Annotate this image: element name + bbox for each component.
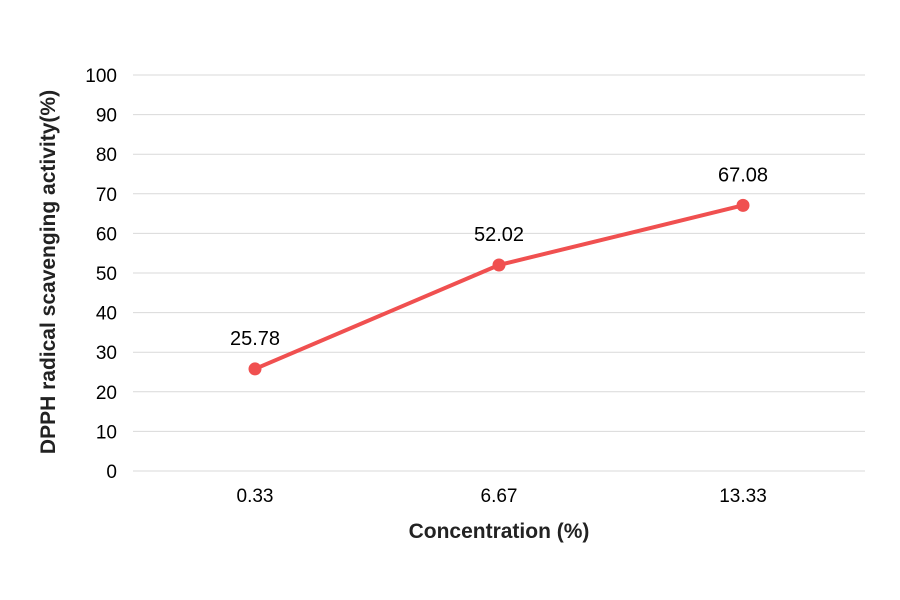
x-tick-label: 13.33 bbox=[719, 486, 767, 507]
gridlines bbox=[133, 74, 865, 472]
x-tick-label: 6.67 bbox=[481, 486, 518, 507]
y-tick-label: 70 bbox=[96, 185, 117, 206]
y-tick-label: 80 bbox=[96, 145, 117, 166]
y-axis-tick-labels: 0 10 20 30 40 50 60 70 80 90 100 bbox=[85, 66, 117, 483]
y-tick-label: 90 bbox=[96, 106, 117, 127]
data-label: 67.08 bbox=[718, 164, 768, 186]
data-point bbox=[736, 198, 750, 212]
data-label: 52.02 bbox=[474, 224, 524, 246]
y-tick-label: 50 bbox=[96, 264, 117, 285]
x-tick-label: 0.33 bbox=[237, 486, 274, 507]
data-label: 25.78 bbox=[230, 328, 280, 350]
y-tick-label: 0 bbox=[106, 462, 117, 483]
y-tick-label: 40 bbox=[96, 304, 117, 325]
data-point bbox=[492, 258, 506, 272]
y-tick-label: 60 bbox=[96, 224, 117, 245]
y-axis-title: DPPH radical scavenging activity(%) bbox=[37, 90, 60, 454]
y-tick-label: 30 bbox=[96, 343, 117, 364]
y-tick-label: 10 bbox=[96, 422, 117, 443]
x-axis-tick-labels: 0.33 6.67 13.33 bbox=[237, 486, 767, 507]
data-point bbox=[248, 362, 262, 376]
data-labels: 25.78 52.02 67.08 bbox=[230, 164, 768, 350]
series-layer bbox=[248, 198, 750, 376]
y-tick-label: 100 bbox=[85, 66, 117, 87]
x-axis-title: Concentration (%) bbox=[409, 520, 590, 543]
y-tick-label: 20 bbox=[96, 383, 117, 404]
